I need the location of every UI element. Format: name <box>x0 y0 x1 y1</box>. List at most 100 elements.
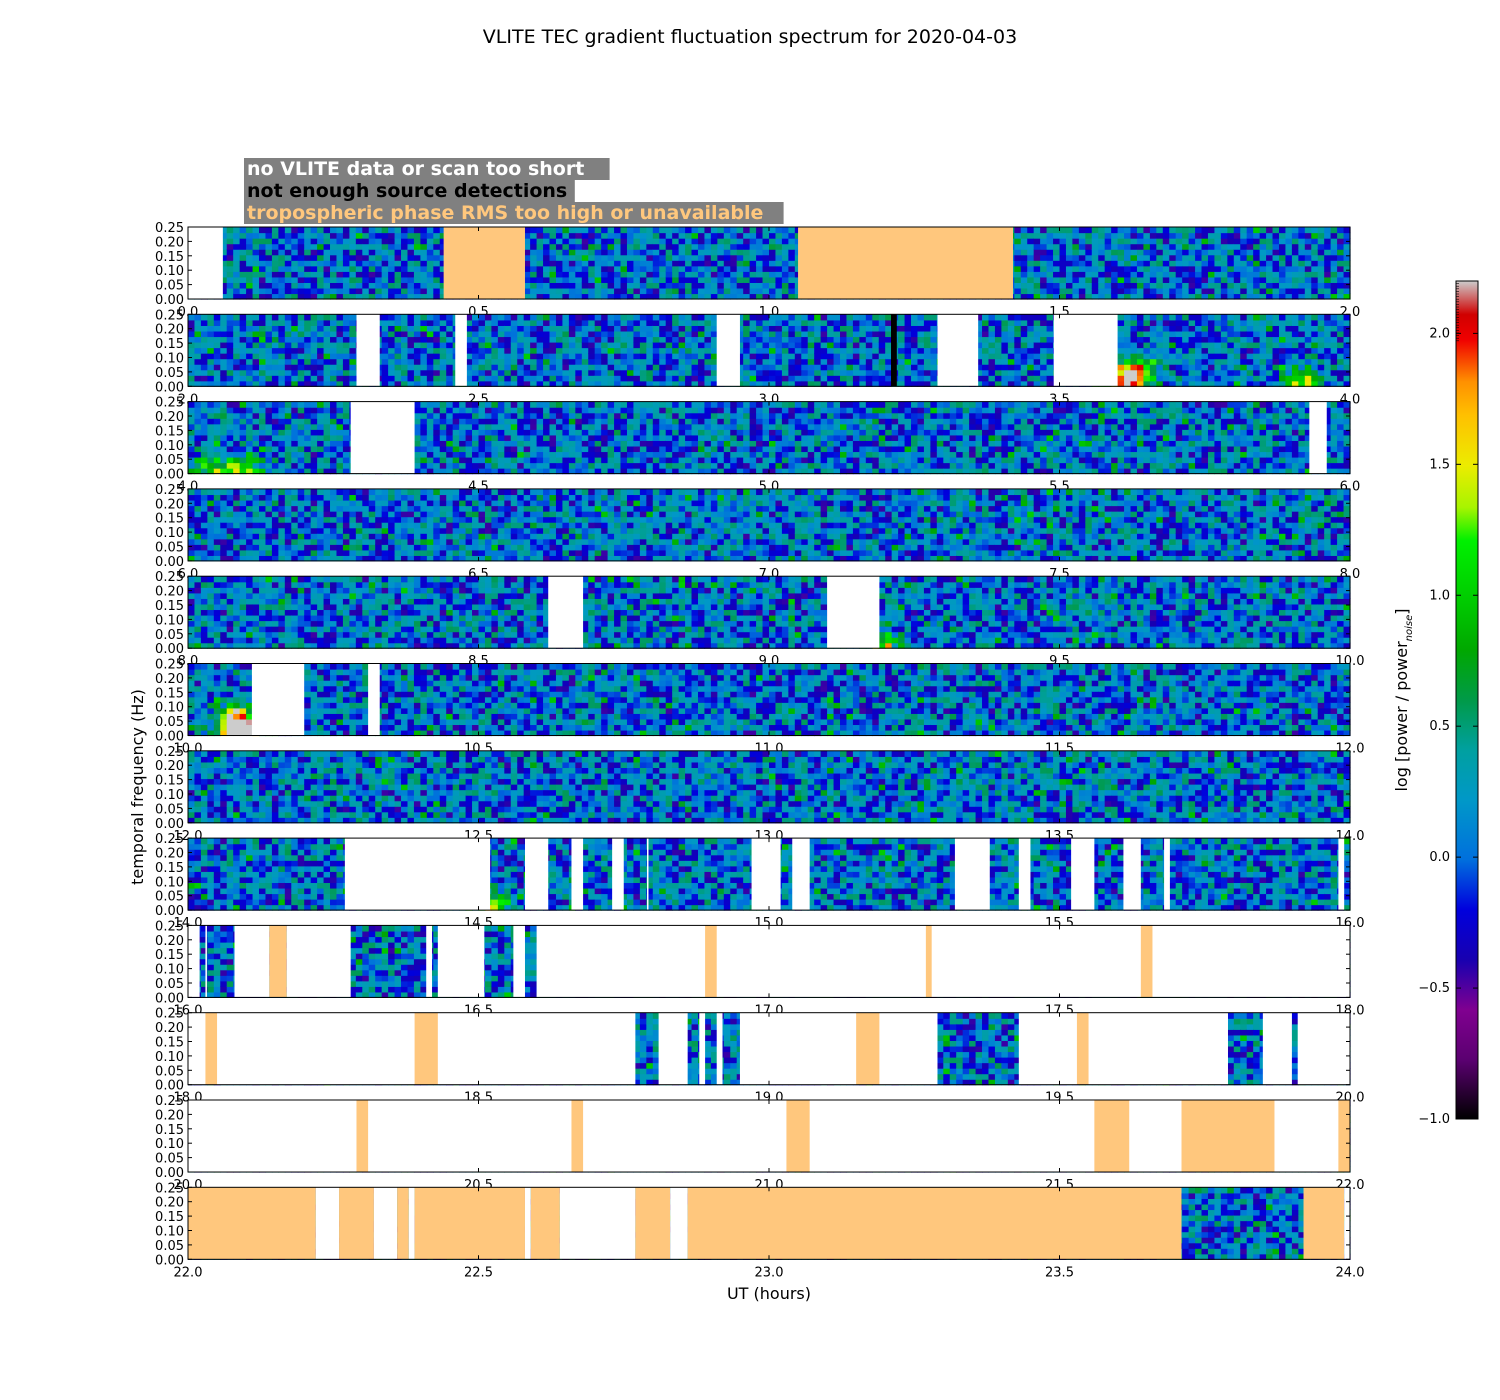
spectrum-cell <box>1124 342 1131 348</box>
spectrum-cell <box>511 353 518 359</box>
spectrum-cell <box>388 282 395 288</box>
spectrum-cell <box>194 375 201 381</box>
spectrum-cell <box>704 244 711 250</box>
spectrum-cell <box>304 238 311 244</box>
spectrum-cell <box>659 364 666 370</box>
spectrum-cell <box>343 325 350 331</box>
spectrum-cell <box>233 314 240 320</box>
spectrum-cell <box>601 227 608 233</box>
spectrum-cell <box>1202 249 1209 255</box>
spectrum-cell <box>427 375 434 381</box>
spectrum-cell <box>253 282 260 288</box>
spectrum-cell <box>524 314 531 320</box>
spectrum-cell <box>782 320 789 326</box>
spectrum-cell <box>1279 244 1286 250</box>
spectrum-cell <box>479 364 486 370</box>
spectrum-cell <box>685 359 692 365</box>
spectrum-cell <box>188 463 195 469</box>
spectrum-cell <box>704 353 711 359</box>
spectrum-cell <box>685 325 692 331</box>
spectrum-cell <box>1195 227 1202 233</box>
spectrum-cell <box>866 320 873 326</box>
spectrum-cell <box>1072 233 1079 239</box>
spectrum-cell <box>407 266 414 272</box>
spectrum-cell <box>427 249 434 255</box>
spectrum-cell <box>1137 353 1144 359</box>
spectrum-cell <box>1079 282 1086 288</box>
spectrum-cell <box>685 364 692 370</box>
spectrum-cell <box>814 364 821 370</box>
spectrum-cell <box>717 255 724 261</box>
spectrum-cell <box>640 375 647 381</box>
spectrum-cell <box>207 413 214 419</box>
spectrum-cell <box>556 244 563 250</box>
spectrum-cell <box>556 266 563 272</box>
spectrum-cell <box>1331 364 1338 370</box>
spectrum-cell <box>1189 277 1196 283</box>
spectrum-cell <box>427 288 434 294</box>
spectrum-cell <box>646 266 653 272</box>
spectrum-cell <box>601 314 608 320</box>
spectrum-cell <box>537 238 544 244</box>
spectrum-cell <box>440 320 447 326</box>
spectrum-cell <box>1195 336 1202 342</box>
spectrum-cell <box>879 342 886 348</box>
spectrum-cell <box>201 359 208 365</box>
spectrum-cell <box>1311 244 1318 250</box>
spectrum-cell <box>853 342 860 348</box>
spectrum-cell <box>711 288 718 294</box>
spectrum-cell <box>472 364 479 370</box>
spectrum-cell <box>840 375 847 381</box>
spectrum-cell <box>246 364 253 370</box>
spectrum-cell <box>343 331 350 337</box>
spectrum-cell <box>265 413 272 419</box>
spectrum-cell <box>782 314 789 320</box>
spectrum-cell <box>1195 277 1202 283</box>
spectrum-cell <box>1337 277 1344 283</box>
spectrum-cell <box>188 451 195 457</box>
spectrum-cell <box>659 271 666 277</box>
spectrum-cell <box>188 314 195 320</box>
spectrum-cell <box>1240 348 1247 354</box>
spectrum-cell <box>582 336 589 342</box>
spectrum-cell <box>227 314 234 320</box>
spectrum-cell <box>1189 255 1196 261</box>
spectrum-cell <box>743 255 750 261</box>
spectrum-cell <box>1240 331 1247 337</box>
spectrum-cell <box>1040 314 1047 320</box>
spectrum-cell <box>724 249 731 255</box>
spectrum-cell <box>285 277 292 283</box>
spectrum-cell <box>1318 255 1325 261</box>
spectrum-cell <box>227 402 234 408</box>
spectrum-cell <box>1285 255 1292 261</box>
spectrum-cell <box>1208 277 1215 283</box>
spectrum-cell <box>601 255 608 261</box>
spectrum-cell <box>1202 336 1209 342</box>
spectrum-cell <box>1195 288 1202 294</box>
spectrum-cell <box>679 266 686 272</box>
spectrum-cell <box>821 320 828 326</box>
spectrum-cell <box>265 336 272 342</box>
spectrum-cell <box>769 260 776 266</box>
spectrum-cell <box>265 451 272 457</box>
spectrum-cell <box>1176 238 1183 244</box>
spectrum-cell <box>472 320 479 326</box>
spectrum-cell <box>524 331 531 337</box>
spectrum-cell <box>265 375 272 381</box>
spectrum-cell <box>588 359 595 365</box>
spectrum-cell <box>1202 359 1209 365</box>
spectrum-cell <box>433 282 440 288</box>
spectrum-cell <box>298 375 305 381</box>
spectrum-cell <box>291 227 298 233</box>
spectrum-cell <box>240 325 247 331</box>
spectrum-cell <box>1001 336 1008 342</box>
spectrum-cell <box>666 277 673 283</box>
spectrum-cell <box>298 244 305 250</box>
spectrum-cell <box>1285 359 1292 365</box>
spectrum-cell <box>608 255 615 261</box>
spectrum-cell <box>679 375 686 381</box>
spectrum-cell <box>569 233 576 239</box>
spectrum-cell <box>704 288 711 294</box>
spectrum-cell <box>646 271 653 277</box>
spectrum-cell <box>853 320 860 326</box>
